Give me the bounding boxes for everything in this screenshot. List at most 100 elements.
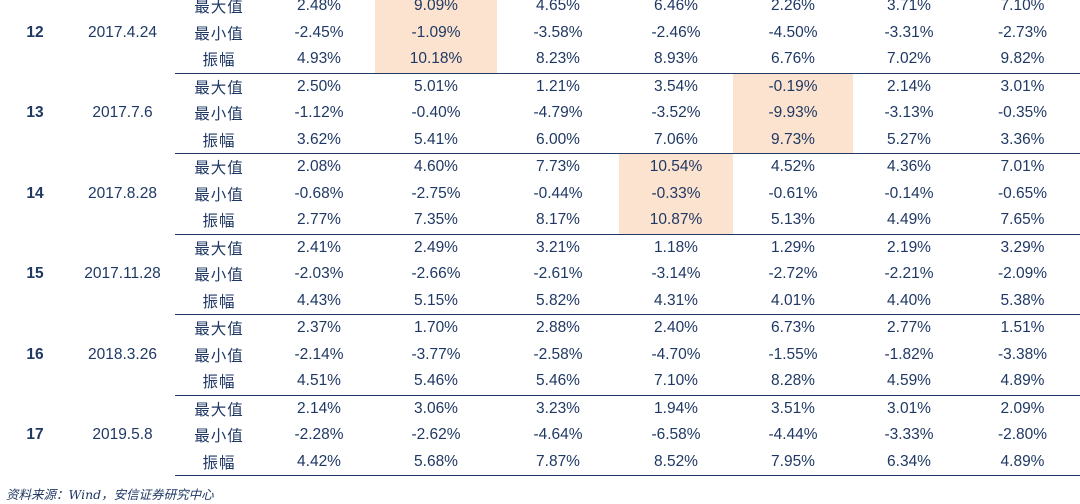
metric-label: 最小值 <box>194 427 244 446</box>
value-cell: 6.00% <box>497 126 619 154</box>
metric-label: 最小值 <box>194 105 244 124</box>
value-cell: 8.17% <box>497 207 619 235</box>
value-cell: -0.61% <box>768 184 818 202</box>
value-cell: -6.58% <box>651 426 701 444</box>
table-row: 16 2018.3.26 最大值 2.37% 1.70% 2.88% 2.40% 6.73% 2… <box>0 315 1080 363</box>
metric-label: 最小值 <box>194 266 244 285</box>
value-cell: -9.93% <box>733 100 853 127</box>
value-cell: 3.71% <box>887 0 931 15</box>
value-cell: -1.82% <box>884 345 934 363</box>
table-row: 振幅 4.93% 10.18% 8.23% 8.93% 6.76% 7.02% 9.82% <box>0 46 1080 74</box>
value-cell: 7.65% <box>965 207 1080 235</box>
value-cell: -2.72% <box>768 265 818 283</box>
event-date: 2017.4.24 <box>88 24 157 41</box>
table-row: 15 2017.11.28 最大值 2.41% 2.49% 3.21% 1.18% 1.29%… <box>0 234 1080 283</box>
value-cell: 7.06% <box>619 126 733 154</box>
value-cell: 2.77% <box>263 207 375 235</box>
value-cell: -2.80% <box>997 426 1048 444</box>
value-cell: -0.35% <box>997 104 1048 122</box>
value-cell: 6.73% <box>771 319 815 337</box>
value-cell: -3.14% <box>651 265 701 283</box>
value-cell: 6.34% <box>853 448 965 476</box>
value-cell: 7.10% <box>619 368 733 396</box>
metric-label: 最大值 <box>194 0 244 17</box>
value-cell: 5.46% <box>497 368 619 396</box>
value-cell: 9.82% <box>965 46 1080 74</box>
metric-label: 最大值 <box>194 320 244 339</box>
source-note: 资料来源：Wind，安信证券研究中心 <box>6 487 214 502</box>
table-row: 振幅 4.43% 5.15% 5.82% 4.31% 4.01% 4.40% 5.38% <box>0 287 1080 315</box>
metric-label: 振幅 <box>175 287 263 315</box>
table-row: 振幅 3.62% 5.41% 6.00% 7.06% 9.73% 5.27% 3.36% <box>0 126 1080 154</box>
table-row: 最小值 -2.45% -1.09% -3.58% -2.46% -4.50% -3.31% -… <box>0 19 1080 46</box>
table-row: 振幅 4.42% 5.68% 7.87% 8.52% 7.95% 6.34% 4.89% <box>0 448 1080 476</box>
value-cell: 2.08% <box>297 158 341 176</box>
value-cell: -2.75% <box>411 184 461 202</box>
value-cell: 8.93% <box>619 46 733 74</box>
value-cell: 4.36% <box>887 158 931 176</box>
value-cell: 2.40% <box>654 319 698 337</box>
value-cell: 4.65% <box>536 0 580 15</box>
value-cell: 2.14% <box>297 399 341 417</box>
value-cell: 3.01% <box>1000 77 1045 95</box>
value-cell: 2.37% <box>297 319 341 337</box>
value-cell: 3.29% <box>1000 238 1045 256</box>
value-cell: 3.62% <box>263 126 375 154</box>
value-cell: 3.36% <box>965 126 1080 154</box>
value-cell: 5.46% <box>375 368 497 396</box>
table-row: 最小值 -2.28% -2.62% -4.64% -6.58% -4.44% -3.33% -… <box>0 422 1080 449</box>
value-cell: 1.29% <box>771 238 815 256</box>
event-date: 2017.7.6 <box>92 104 153 122</box>
value-cell: 8.28% <box>733 368 853 396</box>
metric-label: 振幅 <box>175 126 263 154</box>
value-cell: -2.66% <box>411 265 461 283</box>
value-cell: 2.41% <box>297 238 341 256</box>
value-cell: 8.52% <box>619 448 733 476</box>
metric-label: 振幅 <box>175 448 263 476</box>
value-cell: 6.76% <box>733 46 853 74</box>
event-date: 2017.11.28 <box>84 265 161 283</box>
value-cell: 4.01% <box>733 287 853 315</box>
value-cell: 4.43% <box>263 287 375 315</box>
value-cell: 5.15% <box>375 287 497 315</box>
value-cell: -1.12% <box>294 104 344 122</box>
value-cell: 7.01% <box>1000 158 1045 176</box>
value-cell: 2.19% <box>887 238 931 256</box>
value-cell: 5.01% <box>414 77 458 95</box>
value-cell: 2.48% <box>297 0 341 15</box>
value-cell: 2.26% <box>771 0 815 15</box>
value-cell: 1.70% <box>414 319 458 337</box>
value-cell: 2.88% <box>536 319 580 337</box>
event-index: 12 <box>26 24 44 41</box>
value-cell: 4.60% <box>414 158 458 176</box>
table-row: 13 2017.7.6 最大值 2.50% 5.01% 1.21% 3.54% -0.19% 2… <box>0 73 1080 121</box>
value-cell: -2.21% <box>884 265 934 283</box>
value-cell: -1.09% <box>375 19 497 46</box>
value-cell: -4.79% <box>533 104 583 122</box>
value-cell: -4.70% <box>651 345 701 363</box>
value-cell: -0.65% <box>997 184 1048 202</box>
value-cell: 4.31% <box>619 287 733 315</box>
value-cell: -4.64% <box>533 426 583 444</box>
value-cell: 10.54% <box>619 153 733 181</box>
value-cell: 7.35% <box>375 207 497 235</box>
value-cell: 3.54% <box>654 77 698 95</box>
value-cell: 7.02% <box>853 46 965 74</box>
value-cell: -4.44% <box>768 426 818 444</box>
event-date: 2019.5.8 <box>92 426 153 444</box>
value-cell: -2.61% <box>533 265 583 283</box>
value-cell: -0.33% <box>619 180 733 207</box>
table-row: 振幅 4.51% 5.46% 5.46% 7.10% 8.28% 4.59% 4.89% <box>0 368 1080 396</box>
value-cell: 3.21% <box>536 238 580 256</box>
value-cell: 4.93% <box>263 46 375 74</box>
value-cell: 10.87% <box>619 207 733 235</box>
value-cell: 9.73% <box>733 126 853 154</box>
value-cell: -3.77% <box>411 345 461 363</box>
value-cell: 4.42% <box>263 448 375 476</box>
value-cell: -3.33% <box>884 426 934 444</box>
value-cell: -2.73% <box>997 23 1048 41</box>
value-cell: -0.14% <box>884 184 934 202</box>
value-cell: -3.38% <box>997 345 1048 363</box>
value-cell: -0.19% <box>733 73 853 100</box>
value-cell: 5.38% <box>965 287 1080 315</box>
